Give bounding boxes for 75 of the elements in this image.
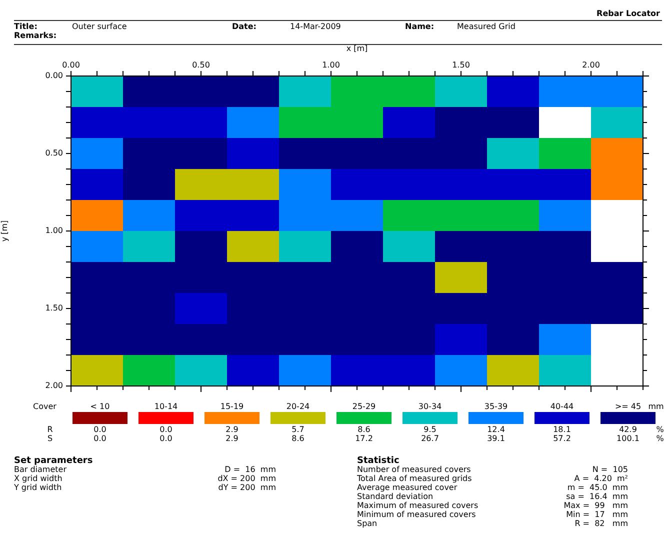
text: 57.2	[553, 434, 571, 444]
text: dX = 200 mm	[218, 474, 276, 484]
x-axis-title: x [m]	[346, 44, 368, 53]
color-bar-label: >= 45	[614, 402, 642, 412]
text: 18.1	[553, 425, 571, 435]
text: Set parameters	[14, 456, 93, 466]
text: Remarks:	[14, 31, 57, 41]
text: dY = 200 mm	[218, 483, 276, 493]
text: mm	[648, 402, 664, 412]
text: 26.7	[421, 434, 439, 444]
text: 14-Mar-2009	[290, 22, 341, 32]
text: S	[47, 434, 53, 444]
y-tick-label: 0.50	[45, 148, 63, 158]
text: %	[656, 425, 664, 435]
text: R = 82 mm	[574, 519, 628, 529]
y-tick-label: 1.00	[45, 226, 63, 236]
text: Name:	[405, 22, 434, 32]
text: Measured Grid	[457, 22, 516, 32]
text: 17.2	[355, 434, 373, 444]
text: Minimum of measured covers	[357, 510, 476, 520]
y-axis-title: y [m]	[0, 220, 9, 242]
x-tick-label: 0.00	[62, 60, 80, 70]
y-tick-label: 2.00	[45, 381, 63, 390]
text: Average measured cover	[357, 483, 458, 492]
text: Y grid width	[14, 483, 62, 493]
x-tick-label: 1.50	[452, 60, 470, 70]
text: Min = 17 mm	[566, 510, 628, 520]
color-bar-label: 40-44	[550, 402, 574, 412]
text: 39.1	[487, 434, 505, 444]
text: A = 4.20 m²	[574, 474, 628, 484]
text: 42.9	[619, 425, 637, 435]
text: Statistic	[357, 456, 400, 466]
color-bar-label: 35-39	[484, 402, 508, 412]
y-tick-label: 1.50	[45, 304, 63, 313]
text: 12.4	[487, 425, 505, 435]
text: m = 45.0 mm	[567, 483, 628, 493]
color-bar-label: 30-34	[418, 402, 442, 412]
x-tick-label: 1.00	[322, 60, 340, 70]
color-bar-label: 20-24	[286, 402, 310, 412]
text: Standard deviation	[357, 492, 434, 502]
text: Number of measured covers	[357, 465, 471, 474]
text: D = 16 mm	[224, 465, 276, 474]
text: Outer surface	[72, 22, 127, 32]
x-tick-label: 0.50	[192, 60, 210, 70]
text: Span	[357, 519, 378, 529]
text: 8.6	[292, 434, 304, 444]
text: 100.1	[616, 434, 640, 444]
text: sa = 16.4 mm	[566, 492, 628, 502]
text: 2.9	[226, 425, 238, 435]
text: 0.0	[160, 434, 172, 444]
color-bar-label: 15-19	[220, 402, 244, 412]
text: 2.9	[226, 434, 238, 444]
text: 5.7	[292, 425, 304, 435]
text: Bar diameter	[14, 465, 66, 474]
text: Maximum of measured covers	[357, 501, 478, 510]
text: Max = 99 mm	[564, 501, 628, 510]
text: Date:	[232, 22, 256, 32]
color-bar-title: Cover	[33, 402, 58, 412]
text: 0.0	[160, 425, 172, 435]
text: N = 105	[592, 465, 628, 475]
y-tick-label: 0.00	[45, 71, 63, 80]
text: 9.5	[424, 425, 436, 435]
text: 0.0	[94, 425, 106, 435]
text: X grid width	[14, 474, 62, 484]
color-bar-label: 25-29	[352, 402, 376, 412]
text: Total Area of measured grids	[357, 474, 472, 484]
color-bar-label: 10-14	[154, 402, 178, 412]
color-bar-label: < 10	[90, 402, 110, 412]
text: 8.6	[358, 425, 370, 435]
text: %	[656, 434, 664, 444]
text: R	[47, 425, 53, 435]
text: 0.0	[94, 434, 106, 444]
x-tick-label: 2.00	[582, 60, 600, 70]
text: Rebar Locator	[596, 9, 660, 19]
text: Title:	[14, 22, 38, 32]
